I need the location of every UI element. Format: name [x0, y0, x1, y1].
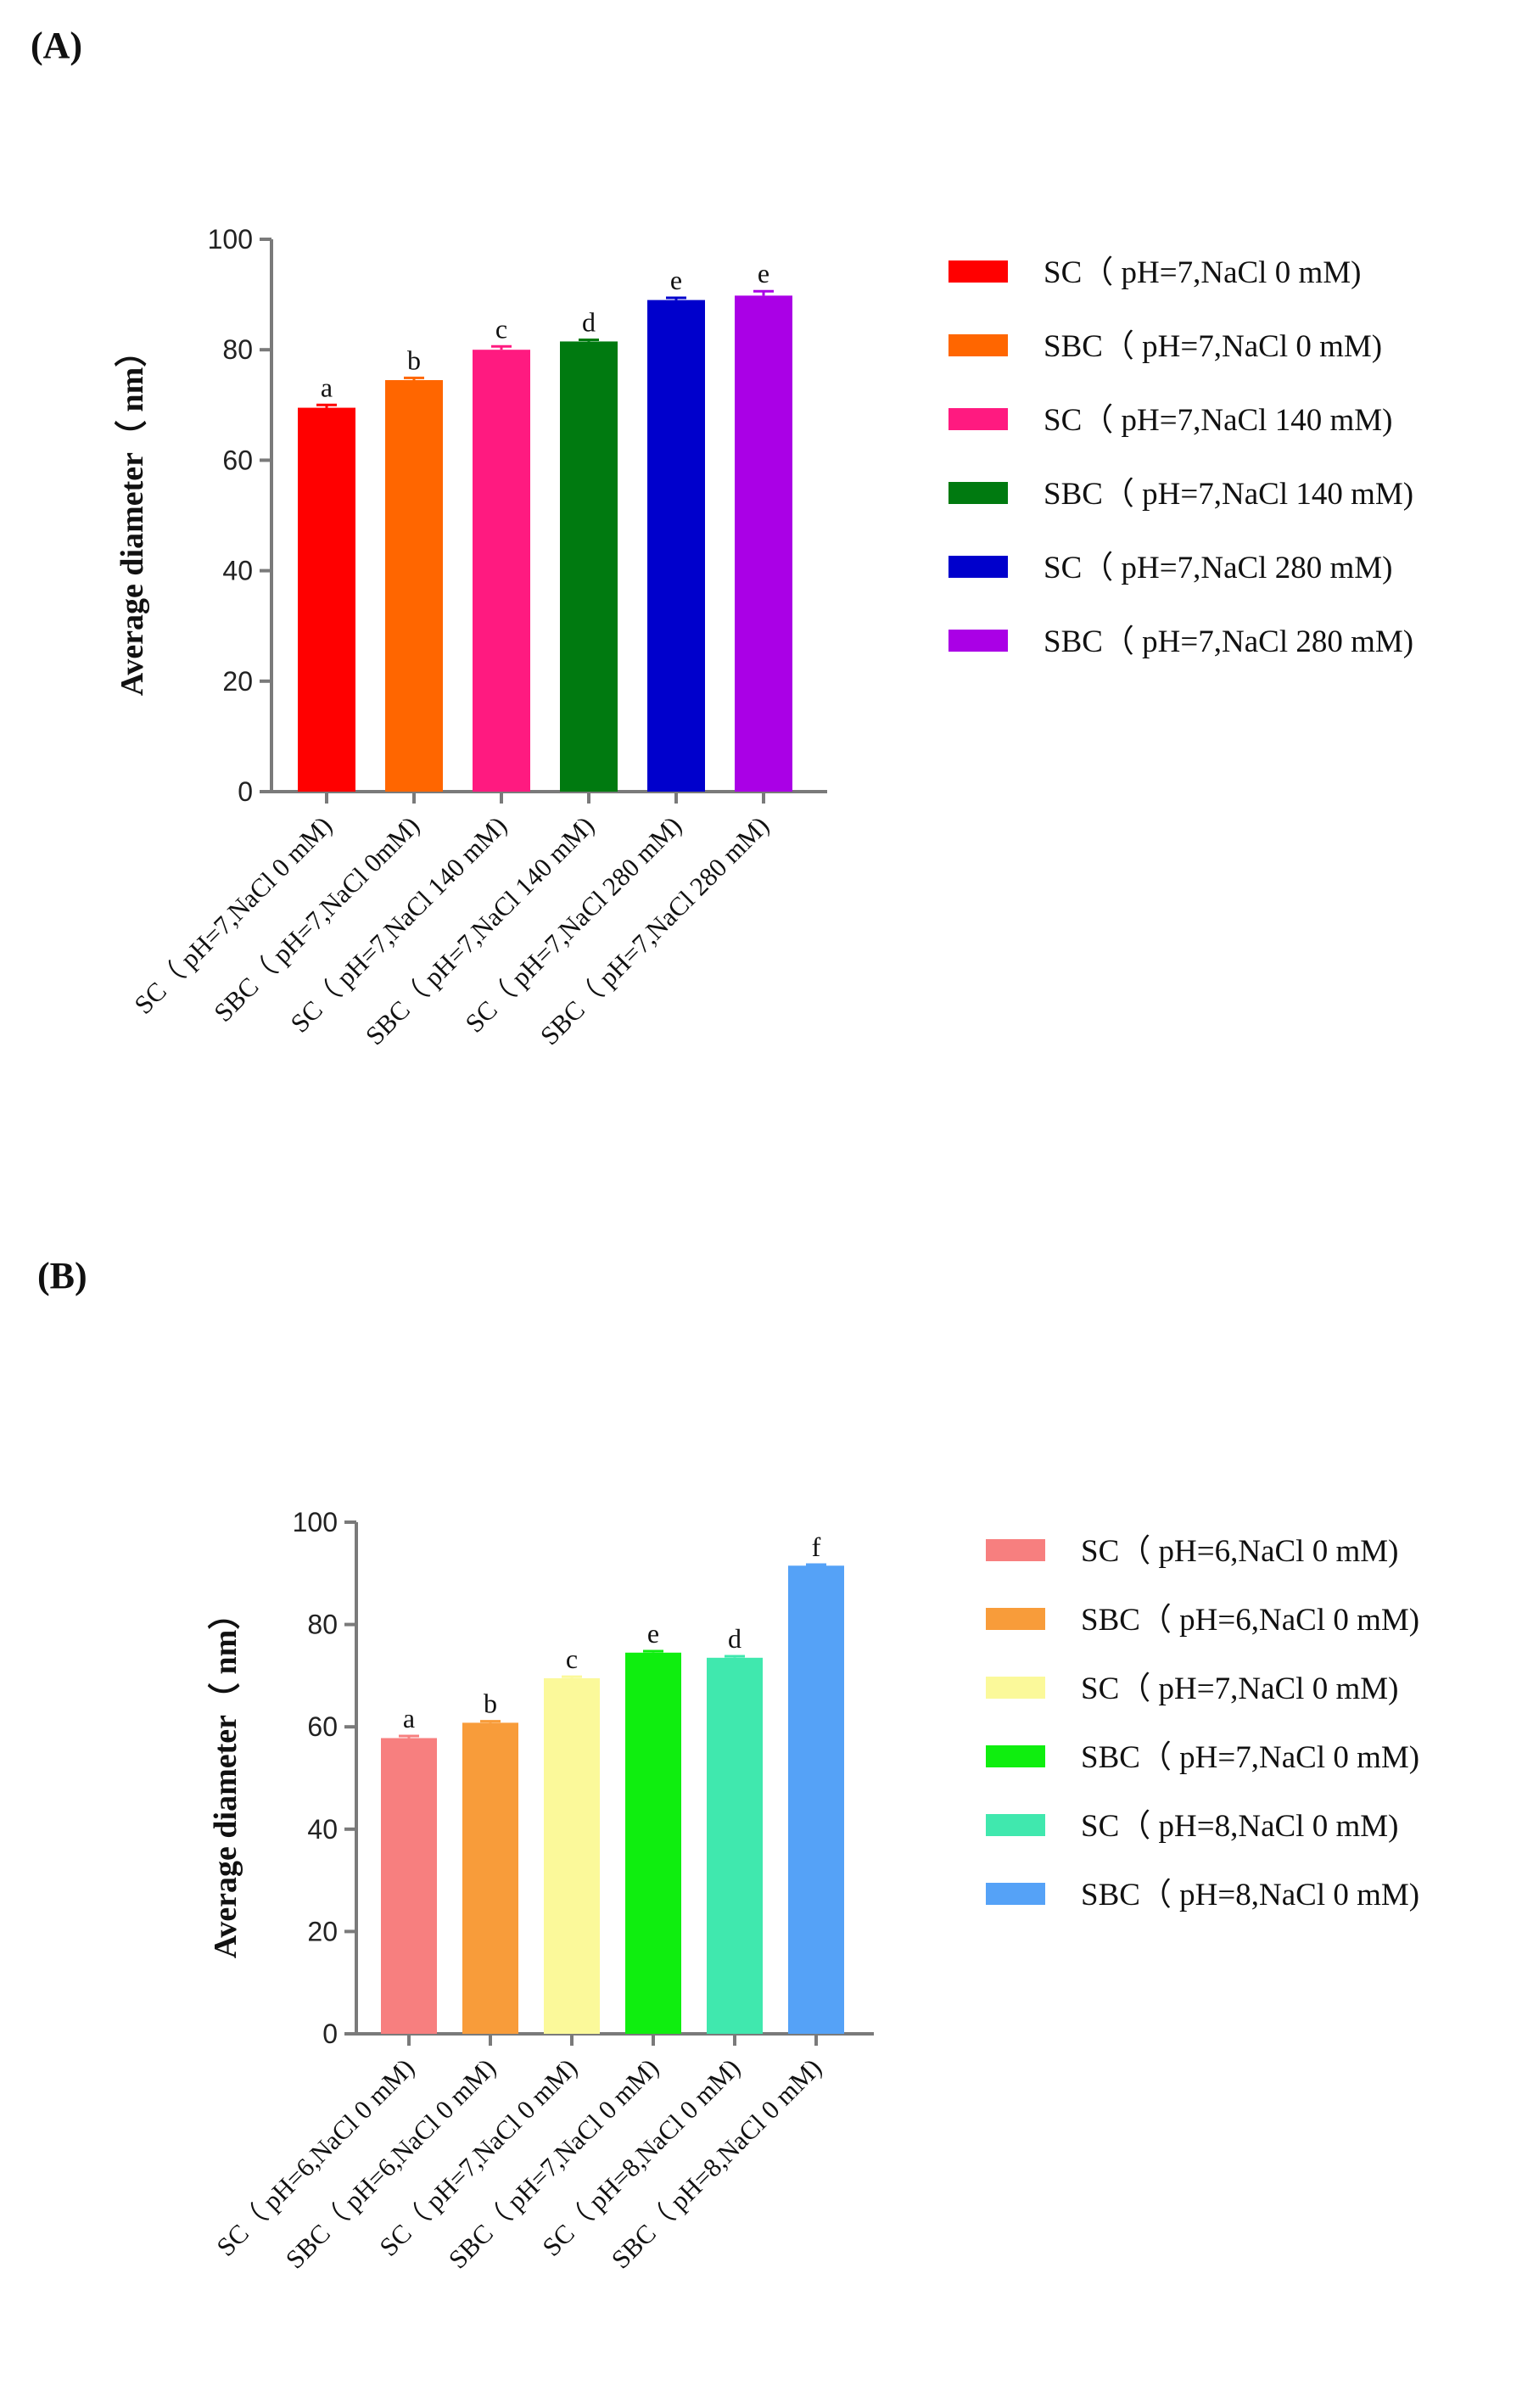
significance-label: b	[484, 1688, 497, 1719]
bar	[625, 1652, 681, 2034]
y-tick-label: 40	[307, 1814, 338, 1845]
bar	[788, 1565, 844, 2034]
significance-label: e	[670, 265, 682, 295]
legend-swatch	[948, 408, 1008, 430]
chart-a: 0 20 40 60 80 100 Average diameter（ nm） a SC（ pH…	[115, 224, 1413, 1050]
y-tick-label: 40	[222, 556, 253, 586]
legend-swatch	[986, 1608, 1045, 1630]
legend-swatch	[986, 1539, 1045, 1561]
legend-swatch	[986, 1814, 1045, 1836]
significance-label: e	[758, 258, 769, 288]
significance-label: a	[403, 1703, 415, 1733]
legend-entry: SBC（ pH=7,NaCl 280 mM)	[1044, 624, 1413, 659]
y-tick-label: 100	[208, 224, 253, 255]
bar	[385, 380, 443, 792]
legend-entry: SBC（ pH=6,NaCl 0 mM)	[1081, 1603, 1419, 1638]
bar	[707, 1657, 763, 2034]
legend-entry: SBC（ pH=8,NaCl 0 mM)	[1081, 1878, 1419, 1912]
y-axis-title: Average diameter（ nm）	[208, 1598, 243, 1959]
bar	[544, 1677, 600, 2034]
legend-swatch	[948, 260, 1008, 283]
legend-swatch	[948, 556, 1008, 578]
y-tick-label: 0	[238, 776, 253, 807]
bar	[560, 341, 618, 792]
panel-a-label: (A)	[31, 25, 83, 66]
bar	[647, 300, 705, 792]
legend-entry: SBC（ pH=7,NaCl 140 mM)	[1044, 477, 1413, 512]
bar	[298, 407, 355, 792]
y-axis-title: Average diameter（ nm）	[115, 335, 150, 697]
legend-entry: SC（ pH=7,NaCl 0 mM)	[1044, 255, 1361, 290]
bar	[462, 1722, 518, 2034]
legend-entry: SC（ pH=7,NaCl 0 mM)	[1081, 1672, 1398, 1706]
chart-b: 0 20 40 60 80 100 Average diameter（ nm） a SC（ pH…	[208, 1507, 1419, 2274]
panel-b-label: (B)	[37, 1255, 87, 1296]
y-tick-label: 20	[222, 666, 253, 697]
significance-label: d	[582, 306, 596, 337]
y-tick-label: 100	[293, 1507, 338, 1537]
significance-label: c	[566, 1644, 578, 1674]
significance-label: c	[495, 313, 507, 344]
y-tick-label: 60	[222, 445, 253, 475]
legend-swatch	[948, 482, 1008, 504]
legend-swatch	[986, 1745, 1045, 1767]
bar	[735, 295, 792, 792]
legend-swatch	[948, 334, 1008, 356]
y-tick-label: 0	[322, 2019, 338, 2049]
bar	[473, 350, 530, 792]
y-tick-label: 60	[307, 1711, 338, 1742]
legend-entry: SC（ pH=7,NaCl 280 mM)	[1044, 551, 1392, 585]
y-tick-label: 80	[307, 1610, 338, 1640]
legend-entry: SC（ pH=6,NaCl 0 mM)	[1081, 1534, 1398, 1569]
legend-entry: SBC（ pH=7,NaCl 0 mM)	[1081, 1740, 1419, 1775]
significance-label: a	[321, 372, 333, 402]
significance-label: b	[407, 344, 421, 375]
legend-swatch	[986, 1883, 1045, 1905]
bar	[381, 1738, 437, 2034]
legend-entry: SC（ pH=8,NaCl 0 mM)	[1081, 1809, 1398, 1844]
y-tick-label: 20	[307, 1916, 338, 1946]
legend-swatch	[948, 630, 1008, 652]
significance-label: e	[647, 1618, 659, 1649]
legend-entry: SC（ pH=7,NaCl 140 mM)	[1044, 403, 1392, 438]
significance-label: d	[728, 1623, 741, 1654]
y-tick-label: 80	[222, 334, 253, 365]
legend-swatch	[986, 1677, 1045, 1699]
significance-label: f	[812, 1532, 821, 1562]
legend-entry: SBC（ pH=7,NaCl 0 mM)	[1044, 329, 1382, 364]
